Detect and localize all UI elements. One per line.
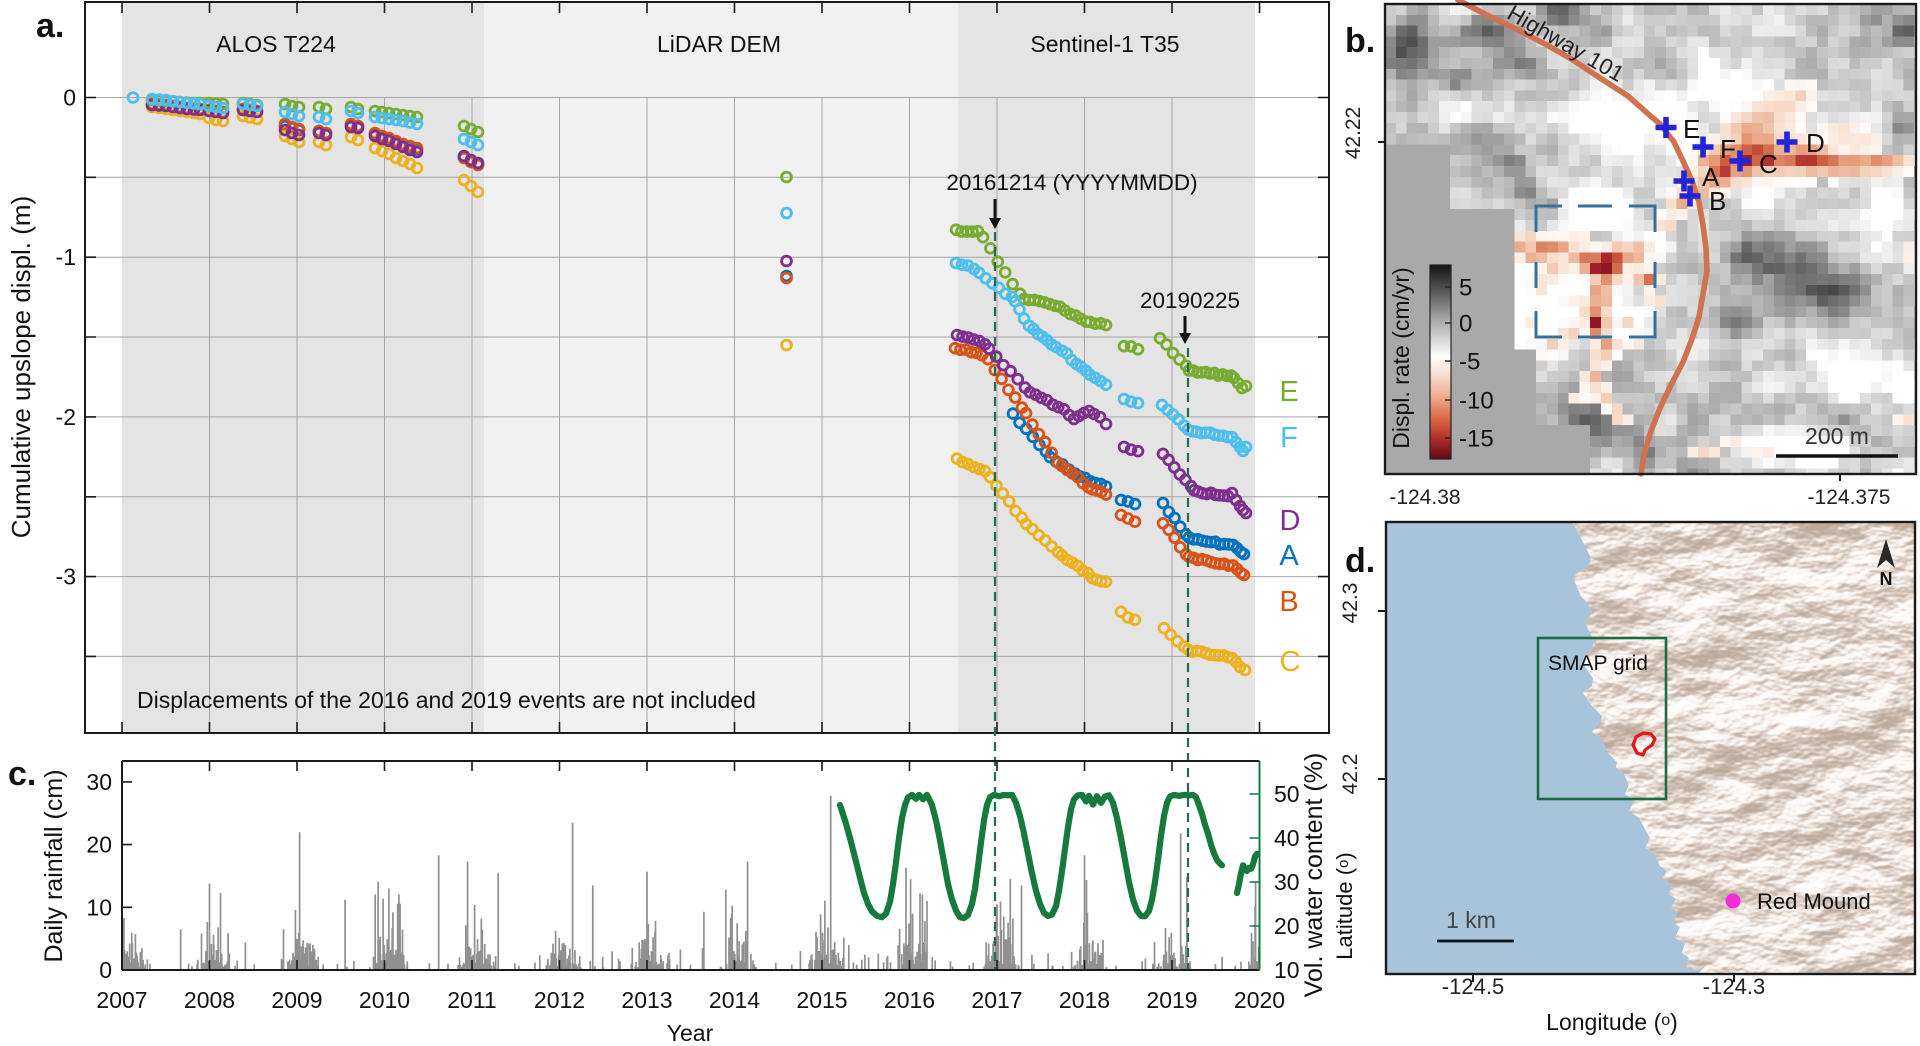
svg-text:42.22: 42.22	[1342, 107, 1365, 160]
svg-text:2018: 2018	[1059, 987, 1110, 1013]
svg-text:A: A	[1279, 540, 1299, 572]
svg-text:2013: 2013	[621, 987, 672, 1013]
svg-text:Sentinel-1 T35: Sentinel-1 T35	[1030, 31, 1179, 57]
svg-text:40: 40	[1274, 825, 1300, 851]
svg-text:Latitude (o): Latitude (o)	[1332, 852, 1357, 959]
svg-text:D: D	[1280, 505, 1301, 537]
svg-text:B: B	[1709, 186, 1726, 216]
svg-text:2010: 2010	[359, 987, 410, 1013]
svg-text:-5: -5	[1459, 349, 1480, 376]
svg-text:2017: 2017	[971, 987, 1022, 1013]
svg-text:d.: d.	[1345, 542, 1375, 580]
svg-text:Red Mound: Red Mound	[1757, 889, 1871, 914]
svg-text:-2: -2	[56, 404, 76, 430]
svg-text:2012: 2012	[534, 987, 585, 1013]
svg-text:C: C	[1759, 149, 1778, 179]
svg-text:10: 10	[1274, 957, 1300, 983]
svg-text:20161214 (YYYYMMDD): 20161214 (YYYYMMDD)	[946, 170, 1197, 195]
svg-text:Longitude (o): Longitude (o)	[1546, 1009, 1678, 1035]
svg-text:ALOS T224: ALOS T224	[216, 31, 336, 57]
svg-text:-15: -15	[1459, 426, 1494, 453]
svg-text:2011: 2011	[447, 987, 496, 1013]
svg-text:0: 0	[1459, 311, 1472, 338]
svg-text:1 km: 1 km	[1446, 907, 1496, 933]
svg-text:2019: 2019	[1146, 987, 1197, 1013]
svg-text:-3: -3	[56, 564, 76, 590]
svg-text:30: 30	[1274, 869, 1300, 895]
svg-text:LiDAR DEM: LiDAR DEM	[657, 31, 781, 57]
svg-text:A: A	[1702, 162, 1720, 192]
svg-text:Vol. water content (%): Vol. water content (%)	[1300, 753, 1328, 998]
svg-text:20190225: 20190225	[1140, 288, 1240, 313]
svg-text:42.3: 42.3	[1339, 583, 1362, 624]
svg-text:2014: 2014	[709, 987, 760, 1013]
svg-text:N: N	[1880, 569, 1893, 589]
svg-text:20: 20	[1274, 913, 1300, 939]
svg-text:-124.375: -124.375	[1808, 486, 1891, 509]
svg-text:2007: 2007	[96, 987, 147, 1013]
svg-text:D: D	[1806, 128, 1825, 158]
svg-text:Displacements of the 2016 and: Displacements of the 2016 and 2019 event…	[137, 687, 756, 713]
svg-text:2009: 2009	[271, 987, 322, 1013]
svg-text:Displ. rate (cm/yr): Displ. rate (cm/yr)	[1388, 267, 1414, 448]
svg-text:42.2: 42.2	[1339, 754, 1362, 795]
svg-text:2020: 2020	[1234, 987, 1285, 1013]
svg-text:Year: Year	[667, 1020, 714, 1046]
svg-text:E: E	[1683, 114, 1700, 144]
svg-text:a.: a.	[36, 7, 64, 45]
svg-text:-10: -10	[1459, 388, 1494, 415]
svg-text:30: 30	[86, 769, 112, 795]
svg-text:E: E	[1279, 376, 1298, 408]
svg-text:c.: c.	[8, 755, 36, 793]
svg-text:Daily rainfall (cm): Daily rainfall (cm)	[40, 769, 68, 962]
svg-text:10: 10	[86, 894, 112, 920]
svg-text:F: F	[1280, 422, 1298, 454]
svg-text:200 m: 200 m	[1805, 423, 1869, 449]
svg-text:0: 0	[63, 85, 76, 111]
svg-text:C: C	[1280, 646, 1301, 678]
svg-text:b.: b.	[1345, 22, 1375, 60]
svg-text:Cumulative upslope displ. (m): Cumulative upslope displ. (m)	[6, 196, 36, 538]
svg-text:2015: 2015	[796, 987, 847, 1013]
svg-text:5: 5	[1459, 275, 1472, 302]
svg-text:SMAP grid: SMAP grid	[1548, 652, 1648, 675]
svg-text:2016: 2016	[884, 987, 935, 1013]
svg-text:0: 0	[99, 957, 112, 983]
svg-text:-1: -1	[56, 244, 76, 270]
svg-text:F: F	[1720, 134, 1736, 164]
svg-text:B: B	[1279, 586, 1298, 618]
svg-text:20: 20	[86, 832, 112, 858]
svg-text:50: 50	[1274, 781, 1300, 807]
svg-text:-124.5: -124.5	[1442, 974, 1504, 999]
svg-text:-124.38: -124.38	[1389, 486, 1460, 509]
svg-text:-124.3: -124.3	[1703, 974, 1765, 999]
svg-text:2008: 2008	[184, 987, 235, 1013]
